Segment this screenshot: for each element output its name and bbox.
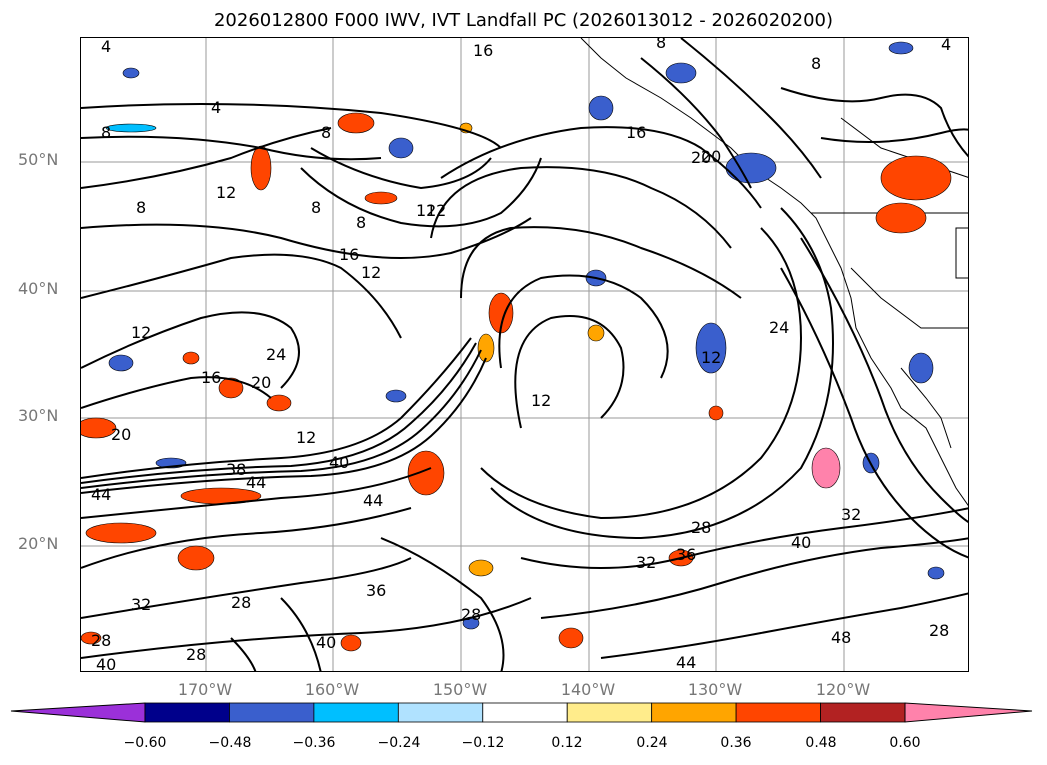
contour-label: 32	[131, 595, 151, 614]
contour-label: 8	[101, 123, 111, 142]
contour-label: 12	[531, 391, 551, 410]
contour-label: 16	[626, 123, 646, 142]
colorbar-segment	[735, 702, 821, 723]
contour-label: 8	[656, 38, 666, 52]
contour-label: 4	[211, 98, 221, 117]
contour-label: 44	[676, 653, 696, 672]
contour-label: 12	[416, 201, 436, 220]
contour-label: 8	[356, 213, 366, 232]
colorbar-segment	[820, 702, 906, 723]
colorbar-tick-label: 0.24	[636, 735, 668, 751]
contour-label: 4	[941, 38, 951, 54]
colorbar-segment	[566, 702, 653, 723]
contour-label: 28	[91, 631, 111, 650]
contour-label: 40	[791, 533, 811, 552]
colorbar	[10, 702, 1033, 723]
contour-label: 44	[363, 491, 383, 510]
lon-label: 130°W	[687, 680, 743, 699]
contour-label: 12	[131, 323, 151, 342]
contour-label: 12	[296, 428, 316, 447]
map-panel: 4 8 16 20 8 4 8 16 20 8 8 8 12 12 16 12 …	[80, 37, 969, 672]
contour-label: 28	[461, 605, 481, 624]
contour-label: 44	[246, 473, 266, 492]
contour-label: 16	[339, 245, 359, 264]
colorbar-segment	[144, 702, 230, 723]
map-canvas: 4 8 16 20 8 4 8 16 20 8 8 8 12 12 16 12 …	[81, 38, 968, 672]
lon-label: 140°W	[560, 680, 616, 699]
contour-label: 8	[811, 54, 821, 73]
graticule	[81, 38, 968, 671]
contour-label: 4	[101, 38, 111, 56]
colorbar-segment	[482, 702, 568, 723]
contour-label: 28	[691, 518, 711, 537]
contour-label: 48	[831, 628, 851, 647]
lat-label: 40°N	[18, 279, 59, 298]
contour-label: 24	[769, 318, 789, 337]
contour-label: 44	[91, 485, 111, 504]
contour-label: 12	[361, 263, 381, 282]
map-title: 2026012800 F000 IWV, IVT Landfall PC (20…	[213, 10, 834, 31]
contour-label: 24	[266, 345, 286, 364]
contour-label: 16	[201, 368, 221, 387]
shaded-regions	[81, 41, 952, 652]
colorbar-tick-label: −0.12	[461, 735, 505, 751]
contour-lines	[81, 38, 968, 671]
contour-label: 28	[929, 621, 949, 640]
contour-label: 36	[676, 545, 696, 564]
contour-label: 12	[701, 348, 721, 367]
colorbar-tick-label: 0.48	[805, 735, 837, 751]
contour-label: 16	[473, 41, 493, 60]
lat-label: 20°N	[18, 534, 59, 553]
lon-label: 120°W	[815, 680, 871, 699]
colorbar-segment	[651, 702, 737, 723]
colorbar-tick-label: 0.12	[551, 735, 583, 751]
contour-label: 12	[426, 201, 446, 220]
lon-label: 160°W	[304, 680, 360, 699]
colorbar-tick-label: −0.24	[377, 735, 421, 751]
lat-label: 30°N	[18, 406, 59, 425]
contour-label: 20	[251, 373, 271, 392]
contour-label: 8	[321, 123, 331, 142]
colorbar-tick-label: −0.36	[292, 735, 336, 751]
contour-label: 12	[216, 183, 236, 202]
contour-label: 28	[231, 593, 251, 612]
contour-label: 20	[111, 425, 131, 444]
lon-label: 170°W	[177, 680, 233, 699]
lat-label: 50°N	[18, 150, 59, 169]
lon-label: 150°W	[432, 680, 488, 699]
colorbar-segment	[313, 702, 399, 723]
contour-label: 8	[311, 198, 321, 217]
contour-label: 36	[366, 581, 386, 600]
contour-label: 40	[96, 655, 116, 672]
colorbar-extend-min	[10, 702, 146, 723]
colorbar-tick-label: 0.36	[720, 735, 752, 751]
colorbar-segment	[397, 702, 484, 723]
colorbar-tick-label: −0.60	[123, 735, 167, 751]
colorbar-segments	[10, 702, 1033, 723]
contour-label: 32	[841, 505, 861, 524]
colorbar-segment	[229, 702, 315, 723]
colorbar-tick-label: 0.60	[889, 735, 921, 751]
contour-label: 20	[701, 147, 721, 166]
colorbar-tick-label: −0.48	[208, 735, 252, 751]
contour-label: 32	[636, 553, 656, 572]
contour-label: 38	[226, 460, 246, 479]
contour-label: 40	[329, 453, 349, 472]
contour-label-group: 4 8 16 20 8 4 8 16 20 8 8 8 12 12 16 12 …	[91, 38, 951, 672]
contour-label: 8	[136, 198, 146, 217]
contour-label: 40	[316, 633, 336, 652]
contour-label: 28	[186, 645, 206, 664]
contour-label: 20	[691, 148, 711, 167]
colorbar-extend-max	[904, 702, 1033, 723]
